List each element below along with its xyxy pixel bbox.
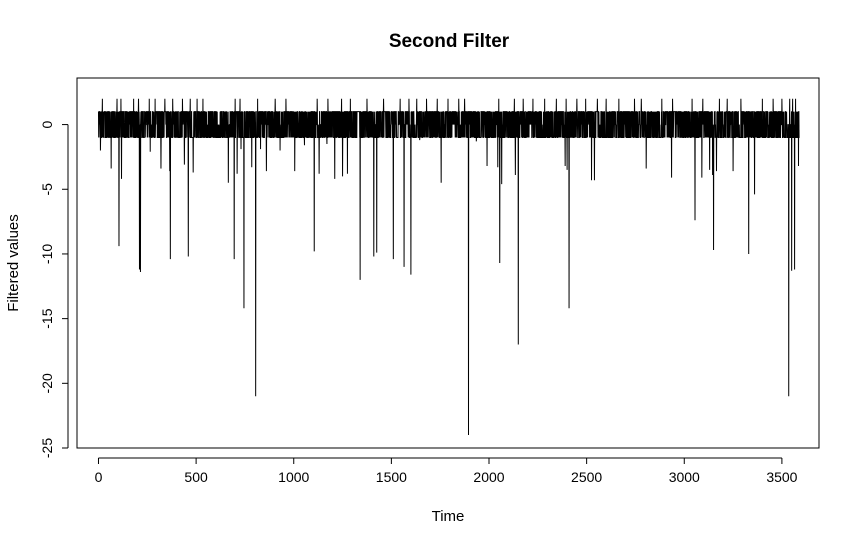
y-axis-label: Filtered values bbox=[5, 214, 22, 312]
x-tick-label: 1500 bbox=[376, 469, 407, 485]
x-axis-label: Time bbox=[432, 508, 465, 525]
y-tick-label: -25 bbox=[39, 438, 55, 458]
x-tick-label: 0 bbox=[95, 469, 103, 485]
x-tick-label: 3500 bbox=[766, 469, 797, 485]
y-tick-label: -20 bbox=[39, 373, 55, 393]
x-tick-label: 2500 bbox=[571, 469, 602, 485]
y-tick-label: 0 bbox=[39, 120, 55, 128]
x-axis: 0 500 1000 1500 2000 2500 3000 3500 bbox=[95, 457, 798, 485]
x-tick-label: 2000 bbox=[473, 469, 504, 485]
y-tick-label: -15 bbox=[39, 308, 55, 328]
y-tick-label: -5 bbox=[39, 183, 55, 196]
y-axis: 0 -5 -10 -15 -20 -25 bbox=[39, 120, 69, 458]
y-tick-label: -10 bbox=[39, 244, 55, 264]
x-tick-label: 1000 bbox=[278, 469, 309, 485]
x-tick-label: 500 bbox=[184, 469, 208, 485]
chart-title: Second Filter bbox=[389, 31, 510, 52]
series-line bbox=[97, 98, 800, 436]
data-series bbox=[97, 98, 800, 436]
plot-frame bbox=[76, 77, 820, 449]
x-tick-label: 3000 bbox=[669, 469, 700, 485]
